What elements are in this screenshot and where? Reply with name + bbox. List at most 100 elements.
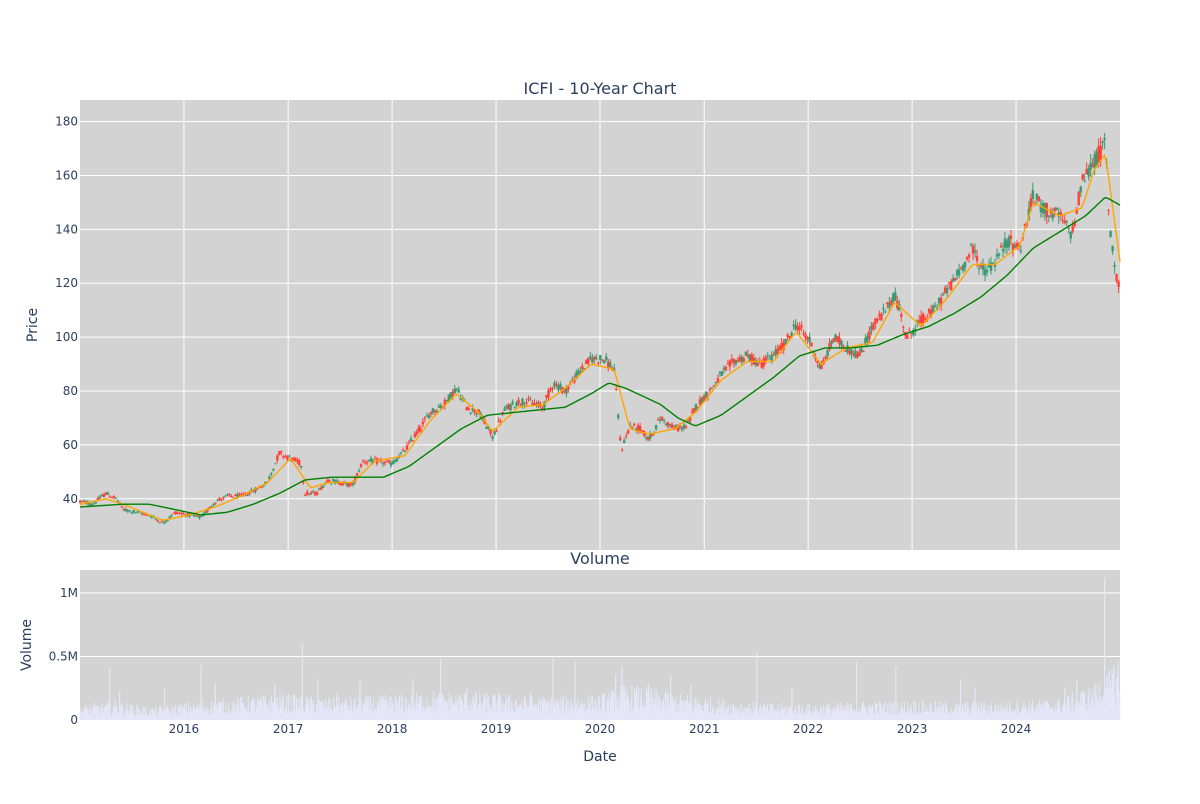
candle-body [786,334,789,337]
volume-bar [248,712,250,720]
volume-bar [624,692,626,720]
candle-body [830,341,833,345]
candle-body [638,426,642,431]
volume-bar [938,707,940,720]
volume-bar [443,698,445,720]
volume-bar [365,696,367,720]
volume-bar [992,711,994,720]
volume-bar [87,708,89,720]
volume-bar [306,696,308,720]
volume-bar [1010,713,1012,720]
volume-bar [921,712,923,720]
volume-bar [692,708,694,720]
volume-bar [847,708,849,720]
volume-bar [969,713,971,720]
volume-bar [294,713,296,720]
volume-bar [613,691,615,720]
volume-bar [566,700,568,720]
volume-bar [403,711,405,720]
volume-bar [990,706,992,720]
volume-bar [485,697,487,720]
candle-body [345,482,349,486]
volume-bar [523,697,525,720]
candle-body [435,410,439,413]
candle-body [678,426,682,428]
volume-bar [808,710,810,720]
volume-bar [120,704,122,720]
candle-body [521,398,524,406]
volume-bar [1062,703,1064,720]
candle-body [1079,186,1082,193]
volume-bar [386,704,388,720]
candle-body [172,512,175,514]
candle-body [1109,231,1112,237]
volume-bar [609,712,611,720]
volume-bar [741,704,743,720]
volume-bar [557,701,559,720]
volume-bar [1046,701,1048,720]
candle-body [898,304,901,311]
candle-body [888,302,891,308]
volume-bar [135,715,137,720]
volume-bar [236,697,238,720]
volume-bar [157,714,159,720]
candle-body [455,388,458,390]
volume-bar [1009,700,1011,720]
volume-bar [332,711,334,720]
candle-body [503,408,506,411]
volume-bar [228,702,230,720]
volume-bar [196,706,198,720]
volume-bar [471,710,473,720]
candle-body [359,463,363,467]
volume-bar [366,696,368,720]
candle-body [947,282,951,284]
volume-bar [583,710,585,720]
candle-body [128,510,132,512]
volume-bar [812,707,814,720]
volume-bar [645,687,647,720]
volume-bar [322,701,324,720]
volume-bar [410,694,412,720]
candle-body [931,305,935,314]
volume-bar [1041,708,1043,720]
volume-bar [600,711,602,720]
volume-bar [673,702,675,720]
candle-body [371,460,375,463]
candle-body [668,423,672,425]
candle-body [471,408,474,411]
volume-bar [490,709,492,720]
candle-body [1095,151,1098,166]
volume-bar [89,711,91,720]
volume-bar [383,700,385,720]
volume-bar [944,701,946,720]
volume-bar [347,705,349,720]
volume-spike-bar [214,683,216,720]
volume-bar [1110,689,1112,720]
volume-bar [237,706,239,720]
volume-bar [327,708,329,720]
volume-bar [698,702,700,720]
candle-body [949,281,953,291]
candle-body [1059,211,1062,216]
volume-bar [227,714,229,720]
volume-bar [401,705,403,720]
volume-bar [518,705,520,720]
volume-bar [548,701,550,720]
volume-bar [1039,704,1041,720]
volume-bar [950,713,952,720]
candle-body [884,311,887,313]
volume-bar [666,709,668,720]
volume-bar [241,702,243,720]
candle-body [704,391,708,399]
candle-body [98,496,102,499]
short-moving-average-line [79,153,1121,522]
volume-bar [360,699,362,720]
candle-body [985,269,989,273]
volume-bar [205,710,207,720]
candle-body [405,445,409,450]
volume-bar [479,692,481,720]
candle-body [774,349,777,356]
candle-body [864,337,867,346]
volume-bar [313,704,315,720]
volume-bar [893,701,895,720]
